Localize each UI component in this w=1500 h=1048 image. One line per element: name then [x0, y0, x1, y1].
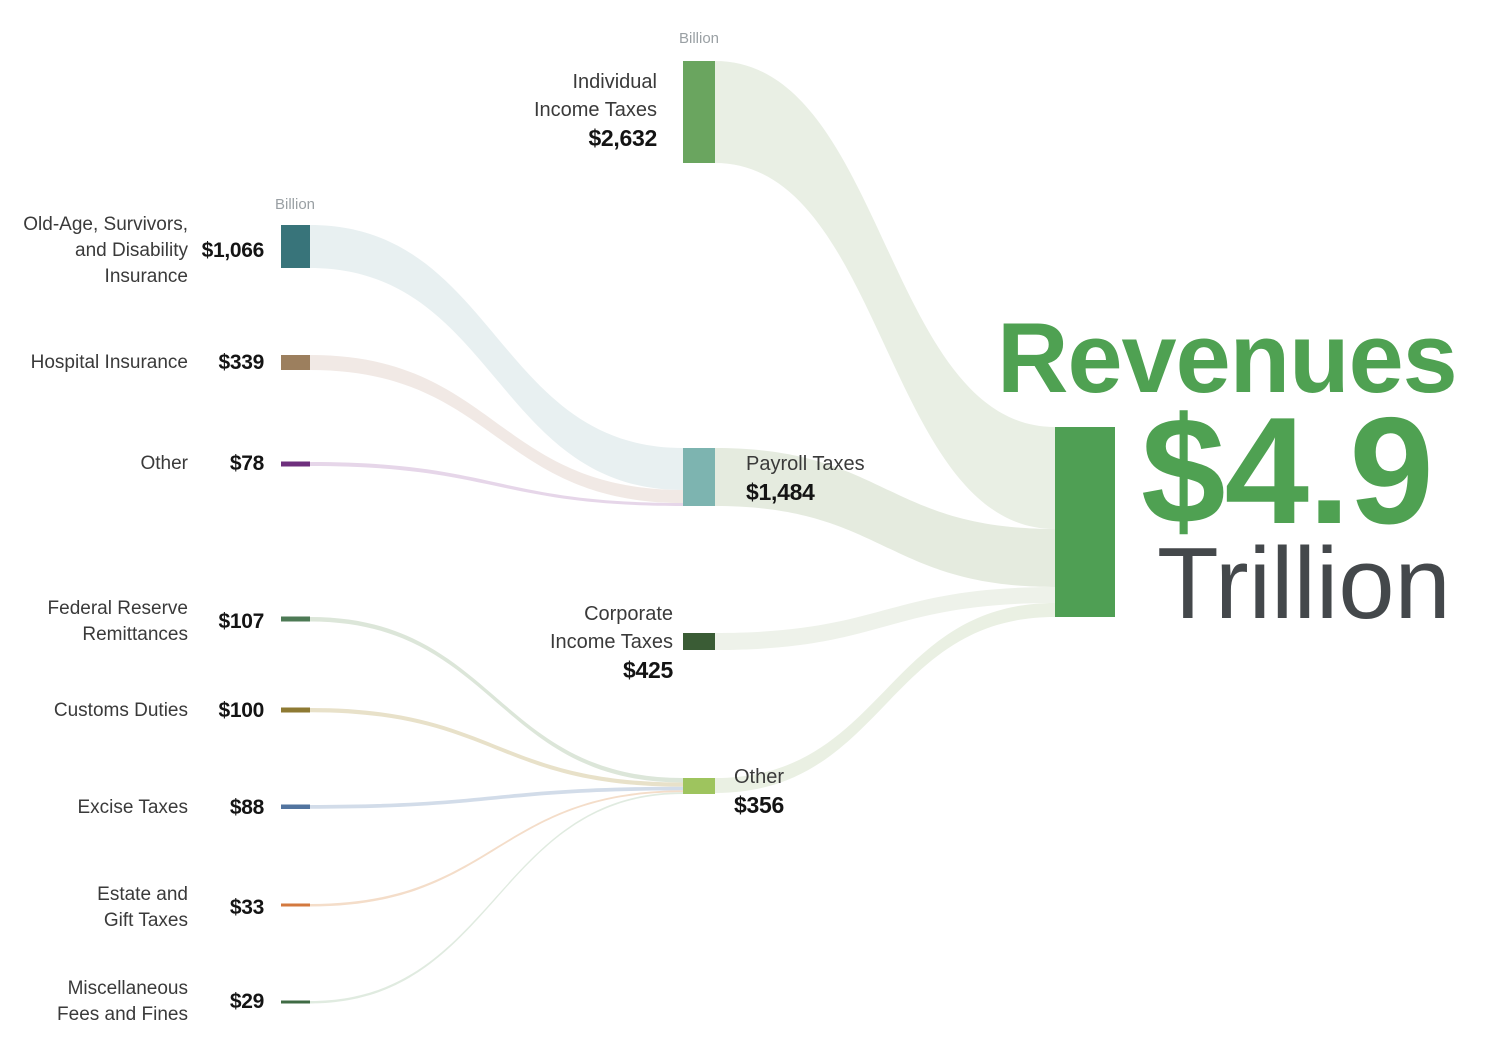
flow-federal-reserve-remittances-to-other	[310, 617, 683, 783]
hero-title: Revenues	[997, 302, 1458, 413]
source-label: Federal Reserve Remittances	[47, 598, 188, 645]
node-other-revenues	[683, 778, 715, 794]
flow-payroll-taxes-to-revenues	[715, 448, 1055, 587]
source-value: $88	[229, 796, 264, 819]
hero-total-value: $4.9	[1141, 386, 1434, 556]
hero-total-unit: Trillion	[1157, 528, 1451, 640]
source-row-excise-taxes: Excise Taxes $88	[0, 778, 264, 838]
source-value: $100	[218, 699, 264, 722]
source-row-hospital-insurance: Hospital Insurance $339	[0, 333, 265, 393]
node-revenues	[1055, 427, 1115, 617]
flow-estate-gift-taxes-to-other	[310, 790, 683, 907]
source-value: $107	[218, 610, 264, 633]
flow-other-to-revenues	[715, 603, 1055, 793]
unit-label-middle: Billion	[678, 30, 720, 47]
node-old-age-insurance	[281, 225, 310, 268]
source-row-estate-gift-taxes: Estate and Gift Taxes $33	[0, 873, 264, 943]
node-federal-reserve-remittances	[281, 616, 310, 622]
label-payroll-taxes: Payroll Taxes $1,484	[746, 453, 865, 505]
flow-customs-duties-to-other	[310, 708, 683, 787]
label-individual-income-taxes: Individual Income Taxes $2,632	[533, 71, 657, 151]
node-excise-taxes	[281, 804, 310, 809]
source-label: Other	[140, 453, 188, 474]
node-individual-income-taxes	[683, 61, 715, 163]
source-label: Estate and Gift Taxes	[97, 884, 188, 931]
source-row-customs-duties: Customs Duties $100	[0, 681, 264, 741]
unit-label-left: Billion	[274, 196, 316, 213]
source-label: Miscellaneous Fees and Fines	[57, 978, 188, 1025]
flow-old-age-insurance-to-payroll-taxes	[310, 225, 683, 490]
source-value: $339	[218, 351, 264, 374]
source-value: $1,066	[201, 239, 265, 262]
source-row-federal-reserve: Federal Reserve Remittances $107	[0, 587, 265, 657]
source-label: Old-Age, Survivors, and Disability Insur…	[23, 214, 188, 287]
node-other-payroll-sources	[281, 461, 310, 467]
flow-excise-taxes-to-other	[310, 786, 683, 809]
source-row-old-age-insurance: Old-Age, Survivors, and Disability Insur…	[0, 206, 264, 296]
source-value: $29	[229, 990, 264, 1013]
node-customs-duties	[281, 707, 310, 713]
flow-miscellaneous-fees-to-other	[310, 792, 683, 1004]
flow-other-to-payroll-taxes	[310, 462, 683, 506]
node-corporate-income-taxes	[683, 633, 715, 650]
flow-hospital-insurance-to-payroll-taxes	[310, 355, 683, 503]
node-estate-gift-taxes	[281, 903, 310, 907]
source-row-other-payroll: Other $78	[0, 434, 264, 494]
source-value: $33	[229, 896, 264, 919]
node-hospital-insurance	[281, 355, 310, 370]
node-miscellaneous-fees	[281, 1000, 310, 1004]
label-corporate-income-taxes: Corporate Income Taxes $425	[549, 603, 673, 683]
label-other-revenues: Other $356	[734, 766, 785, 818]
source-value: $78	[229, 452, 264, 475]
source-label: Customs Duties	[53, 700, 188, 721]
node-payroll-taxes	[683, 448, 715, 506]
source-row-miscellaneous-fees: Miscellaneous Fees and Fines $29	[0, 967, 264, 1037]
flow-corporate-income-taxes-to-revenues	[715, 587, 1055, 650]
source-label: Hospital Insurance	[30, 352, 188, 373]
source-label: Excise Taxes	[77, 797, 188, 818]
flow-individual-income-taxes-to-revenues	[715, 61, 1055, 529]
